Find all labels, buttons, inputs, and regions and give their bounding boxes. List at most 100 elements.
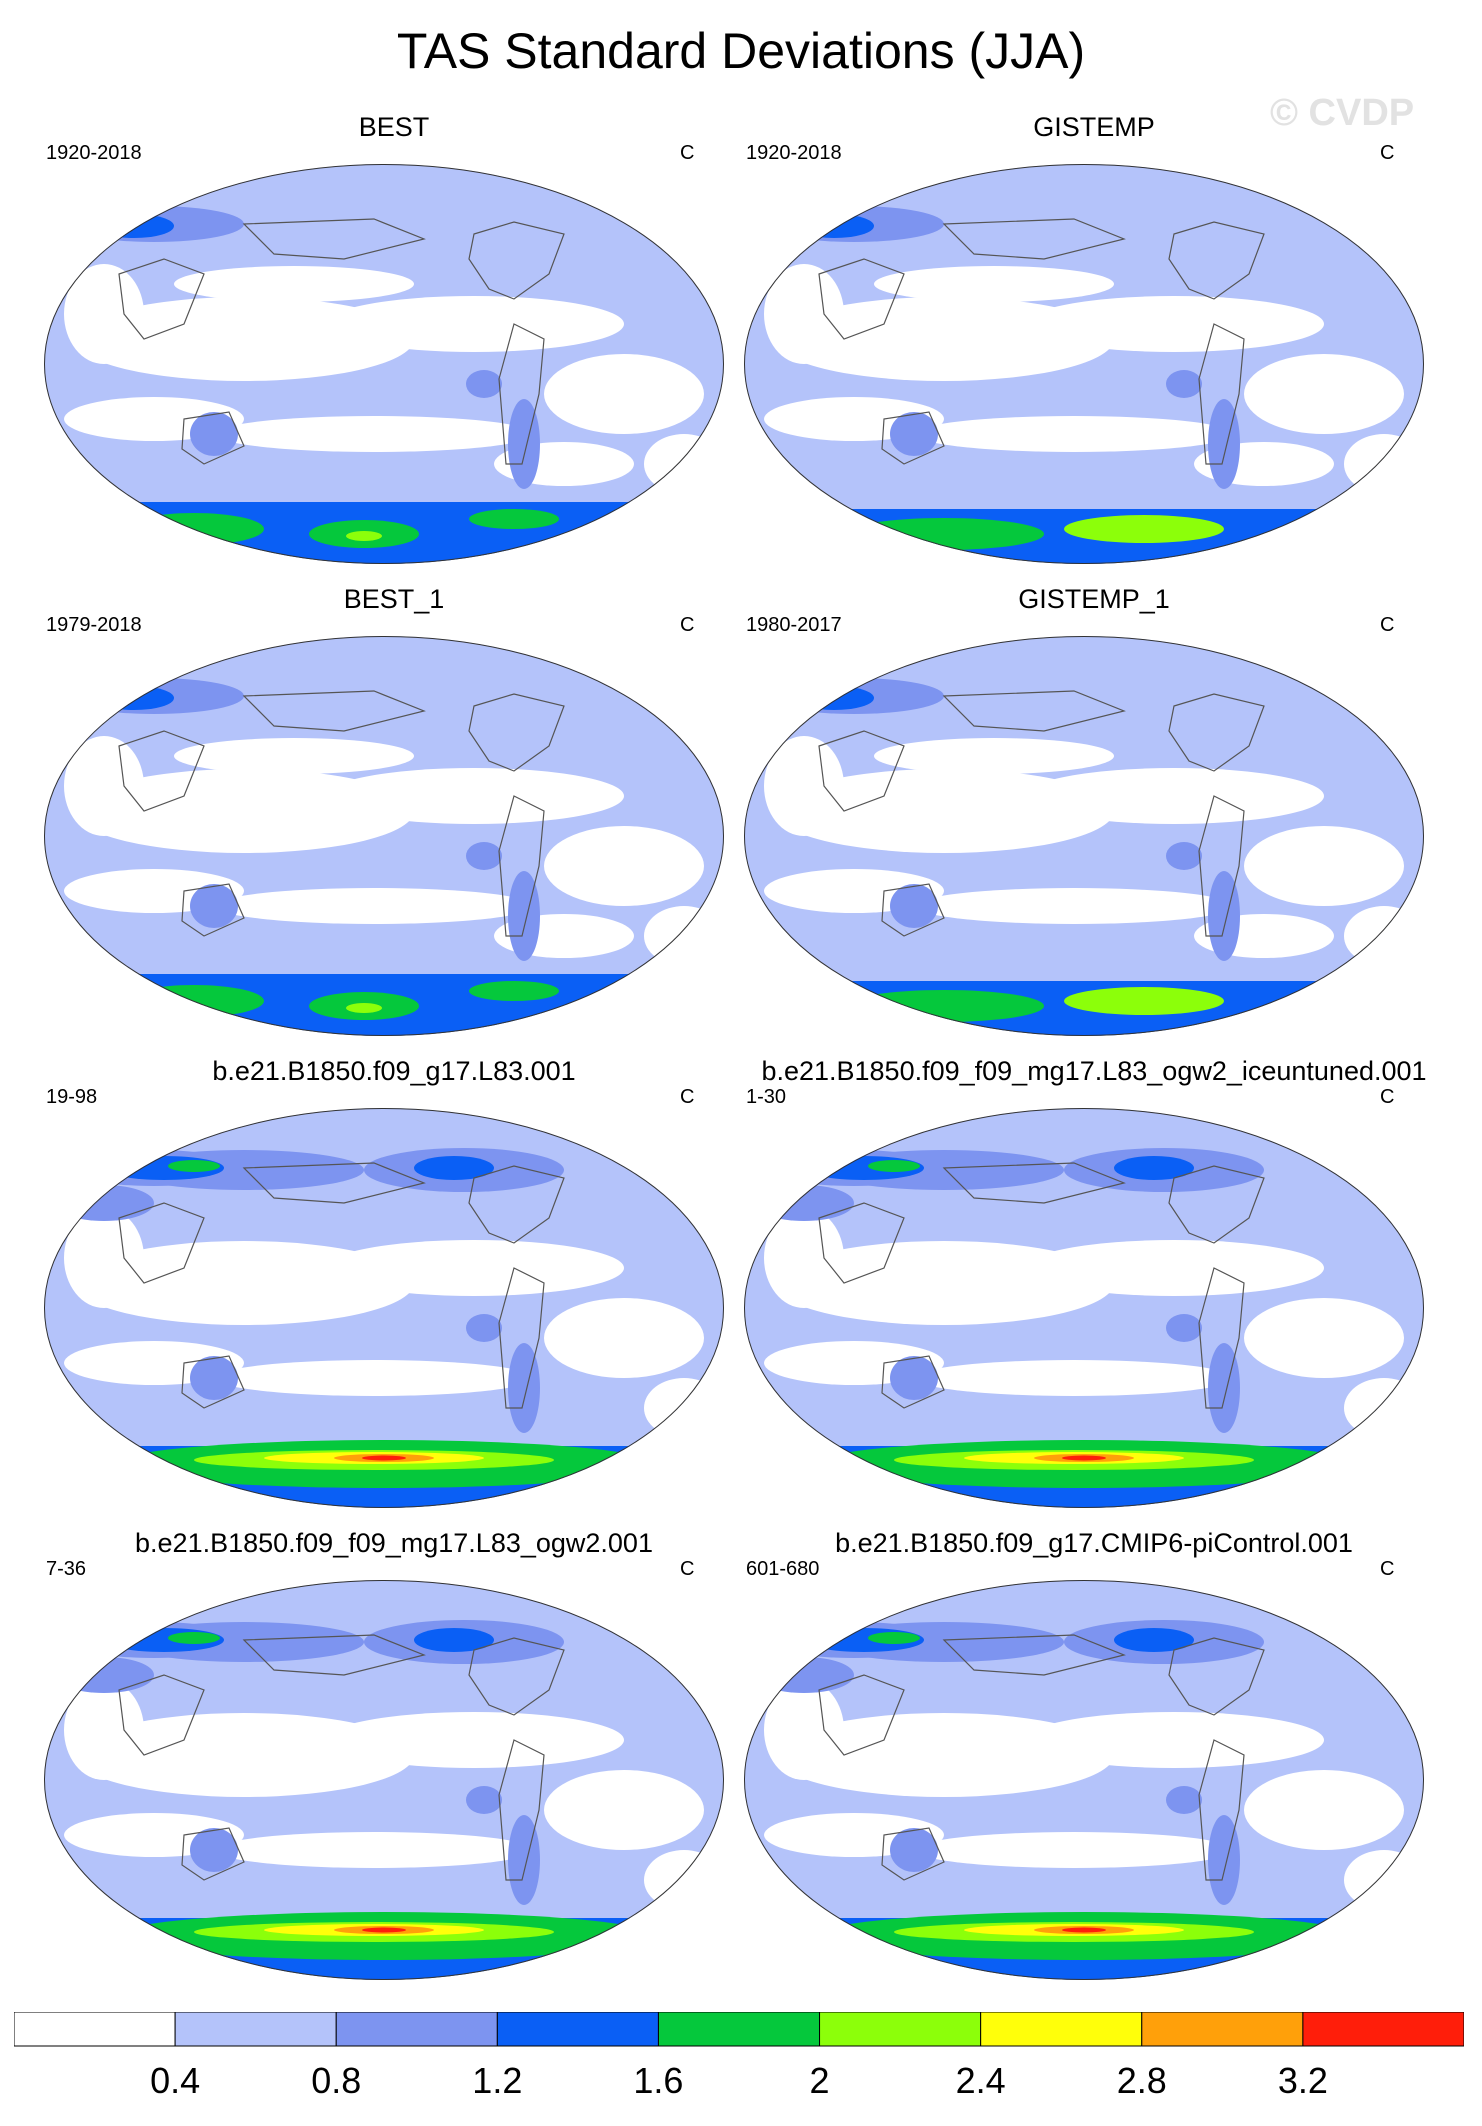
high-variance-area [794, 686, 874, 710]
southern-maximum [1062, 1927, 1106, 1933]
panel-title: b.e21.B1850.f09_f09_mg17.L83_ogw2_iceunt… [761, 1056, 1427, 1086]
low-variance-area [174, 266, 414, 302]
coastline [881, 1827, 945, 1881]
map-panel: b.e21.B1850.f09_g17.CMIP6-piControl.001 6… [744, 1528, 1444, 1998]
panel-period: 1980-2017 [746, 614, 842, 636]
low-variance-area [1024, 1712, 1324, 1768]
panel-title: GISTEMP [1033, 112, 1155, 142]
low-variance-area [874, 266, 1114, 302]
colorbar-tick-label: 0.8 [311, 2060, 362, 2101]
map-field [744, 164, 1424, 564]
low-variance-area [1244, 354, 1404, 434]
high-variance-area [94, 686, 174, 710]
coastline [1168, 221, 1265, 300]
colorbar-tick-label: 2.8 [1116, 2060, 1167, 2101]
low-variance-area [1244, 1298, 1404, 1378]
panel-unit: C [1380, 142, 1395, 164]
coastline [1198, 323, 1245, 465]
panel-period: 601-680 [746, 1558, 820, 1580]
low-variance-area [64, 1208, 144, 1308]
map-field [44, 1580, 724, 1980]
panel-unit: C [1380, 1558, 1395, 1580]
moderate-variance-area [466, 1786, 502, 1814]
colorbar-tick-label: 1.2 [472, 2060, 523, 2101]
colorbar-segment [1141, 2012, 1304, 2047]
low-variance-area [1024, 296, 1324, 352]
coastline [881, 1355, 945, 1409]
low-variance-area [214, 416, 534, 452]
low-variance-area [214, 1832, 534, 1868]
moderate-variance-area [1166, 1314, 1202, 1342]
panel-unit: C [1380, 614, 1395, 636]
high-variance-area [868, 1632, 920, 1644]
map-field [744, 1580, 1424, 1980]
panel-period: 7-36 [46, 1558, 87, 1580]
map-border [744, 164, 1424, 564]
low-variance-area [644, 434, 724, 494]
panel-period: 1920-2018 [746, 142, 842, 164]
panel-title: b.e21.B1850.f09_f09_mg17.L83_ogw2.001 [135, 1528, 653, 1558]
panel-unit: C [680, 142, 695, 164]
low-variance-area [544, 354, 704, 434]
map-panel: GISTEMP 1920-2018 C [744, 112, 1444, 582]
low-variance-area [64, 736, 144, 836]
low-variance-area [914, 416, 1234, 452]
low-variance-area [214, 888, 534, 924]
high-variance-area [794, 214, 874, 238]
moderate-variance-area [890, 412, 938, 456]
southern-maximum [469, 509, 559, 529]
panel-title: GISTEMP_1 [1018, 584, 1170, 614]
coastline [468, 693, 565, 772]
moderate-variance-area [54, 1657, 154, 1693]
panel-title: b.e21.B1850.f09_g17.L83.001 [212, 1056, 576, 1086]
panel-period: 1920-2018 [46, 142, 142, 164]
colorbar-tick-label: 2 [809, 2060, 830, 2101]
panel-period: 1979-2018 [46, 614, 142, 636]
high-variance-area [94, 214, 174, 238]
map-field [44, 636, 724, 1036]
moderate-variance-area [508, 399, 540, 489]
coastline [118, 1202, 205, 1284]
coastline [181, 1827, 245, 1881]
moderate-variance-area [508, 871, 540, 961]
moderate-variance-area [1208, 871, 1240, 961]
colorbar-tick-label: 2.4 [955, 2060, 1006, 2101]
coastline [242, 218, 426, 260]
colorbar-segment [335, 2012, 498, 2047]
map [744, 1108, 1424, 1508]
colorbar [14, 2012, 1464, 2047]
colorbar-segment [980, 2012, 1143, 2047]
southern-maximum [362, 1455, 406, 1461]
coastline [181, 883, 245, 937]
low-variance-area [764, 736, 844, 836]
colorbar-tick-label: 3.2 [1277, 2060, 1328, 2101]
map-panel: GISTEMP_1 1980-2017 C [744, 584, 1444, 1054]
moderate-variance-area [190, 412, 238, 456]
colorbar-segment [657, 2012, 821, 2047]
southern-maximum [1064, 515, 1224, 543]
low-variance-area [1344, 1850, 1424, 1910]
coastline [498, 1739, 545, 1881]
low-variance-area [1344, 906, 1424, 966]
coastline [468, 1637, 565, 1716]
southern-maximum [844, 518, 1044, 550]
map-field [744, 1108, 1424, 1508]
panel-unit: C [680, 614, 695, 636]
low-variance-area [764, 1208, 844, 1308]
coastline [468, 221, 565, 300]
coastline [942, 690, 1126, 732]
southern-maximum [1062, 1455, 1106, 1461]
low-variance-area [1244, 826, 1404, 906]
panel-unit: C [1380, 1086, 1395, 1108]
moderate-variance-area [190, 1828, 238, 1872]
low-variance-area [64, 264, 144, 364]
coastline [1198, 1267, 1245, 1409]
low-variance-area [214, 1360, 534, 1396]
map [744, 1580, 1424, 1980]
low-variance-area [644, 1850, 724, 1910]
low-variance-area [764, 1680, 844, 1780]
coastline [942, 218, 1126, 260]
southern-maximum [1064, 987, 1224, 1015]
low-variance-area [544, 826, 704, 906]
panel-period: 19-98 [46, 1086, 98, 1108]
